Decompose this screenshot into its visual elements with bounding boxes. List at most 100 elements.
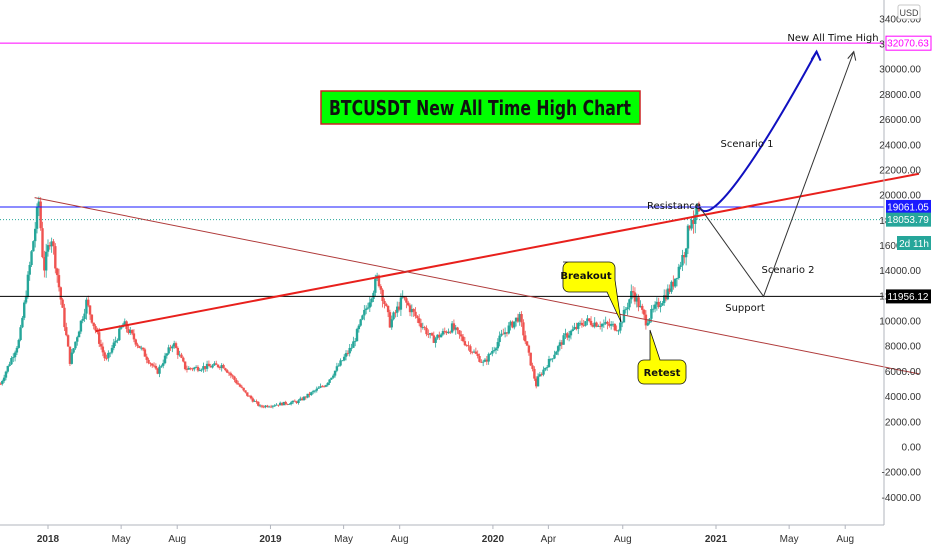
candle-body <box>547 358 551 368</box>
candle-body <box>487 354 490 362</box>
y-tick-label: -4000.00 <box>882 493 922 504</box>
time-axis[interactable]: 2018 May Aug 2019 May Aug 2020 Apr Aug 2021 May Aug <box>37 525 854 545</box>
candle-body <box>262 406 265 408</box>
candle-body <box>123 321 126 325</box>
candle-body <box>683 255 686 258</box>
candle-body <box>664 295 668 300</box>
currency-label: USD <box>899 8 919 18</box>
resistance-price-box <box>886 199 931 214</box>
currency-box[interactable] <box>897 4 921 20</box>
candle-body <box>149 363 152 364</box>
candle-body <box>151 363 154 366</box>
candle-body <box>573 326 576 330</box>
candle-body <box>288 404 291 405</box>
candle-body <box>531 365 534 369</box>
candle-body <box>566 333 569 338</box>
lines-layer <box>0 42 920 375</box>
candle-body <box>167 347 170 354</box>
candle-body <box>213 363 216 366</box>
candle-body <box>575 326 578 329</box>
candle-body <box>224 368 227 371</box>
candle-body <box>529 352 532 366</box>
y-tick-label: 22000.00 <box>879 165 921 176</box>
breakout-callout <box>562 261 622 323</box>
candle-body <box>39 201 42 229</box>
candle-body <box>524 335 527 342</box>
resistance-label: Resistance <box>647 201 701 212</box>
rising-resistance-trendline <box>95 172 920 333</box>
candle-body <box>141 347 145 350</box>
candle-body <box>372 292 375 299</box>
candle-body <box>452 323 456 330</box>
candle-body <box>156 368 159 374</box>
candle-body <box>35 206 39 229</box>
candle-body <box>509 321 512 326</box>
candle-body <box>269 406 273 408</box>
candle-body <box>366 307 370 309</box>
candle-body <box>46 245 50 252</box>
support-label: Support <box>725 303 765 314</box>
candle-body <box>251 398 254 402</box>
x-tick-label: Aug <box>391 534 409 545</box>
candle-body <box>639 305 642 308</box>
candle-body <box>478 355 481 362</box>
candle-body <box>335 366 339 371</box>
candle-body <box>374 278 377 293</box>
candle-body <box>227 372 231 374</box>
candle-body <box>202 366 205 370</box>
candle-body <box>598 326 602 328</box>
candle-body <box>396 306 399 313</box>
countdown-label: 2d 11h <box>899 239 929 250</box>
candle-body <box>653 304 657 309</box>
x-tick-label: Apr <box>541 534 557 545</box>
candle-body <box>147 359 150 364</box>
candle-body <box>88 305 92 315</box>
candle-body <box>536 376 540 387</box>
candle-body <box>299 398 302 401</box>
candle-body <box>268 406 271 408</box>
candle-body <box>522 322 525 336</box>
candle-body <box>646 322 649 326</box>
candle-body <box>57 275 61 288</box>
candle-body <box>668 288 671 292</box>
falling-trendline <box>34 197 920 375</box>
candle-body <box>271 405 275 407</box>
candle-body <box>154 366 158 369</box>
candle-body <box>140 347 143 349</box>
candle-body <box>83 313 86 320</box>
candle-body <box>425 327 428 335</box>
candle-body <box>183 361 187 370</box>
candle-body <box>498 335 501 343</box>
candle-body <box>619 322 622 331</box>
candle-body <box>412 309 415 312</box>
candle-body <box>284 401 287 405</box>
candle-body <box>185 369 189 370</box>
candle-body <box>472 351 476 353</box>
candle-body <box>26 274 30 298</box>
candle-body <box>322 386 326 388</box>
candle-body <box>624 309 627 311</box>
candle-body <box>326 382 329 386</box>
candle-body <box>357 325 361 330</box>
candle-body <box>577 323 580 329</box>
candle-body <box>434 338 437 343</box>
candle-body <box>310 392 313 396</box>
y-tick-label: 26000.00 <box>879 115 921 126</box>
candle-body <box>160 365 163 367</box>
candle-body <box>130 330 134 334</box>
candle-body <box>390 319 393 328</box>
candle-body <box>158 366 161 374</box>
candle-body <box>105 358 108 359</box>
candle-body <box>525 341 529 346</box>
candle-body <box>114 340 117 343</box>
candle-body <box>23 302 26 318</box>
candle-body <box>54 246 57 269</box>
candle-body <box>306 393 309 398</box>
countdown-box <box>897 236 931 250</box>
candle-body <box>361 315 364 320</box>
candle-body <box>538 374 542 377</box>
candle-body <box>591 324 595 327</box>
candle-body <box>569 330 573 336</box>
candle-body <box>280 402 284 406</box>
